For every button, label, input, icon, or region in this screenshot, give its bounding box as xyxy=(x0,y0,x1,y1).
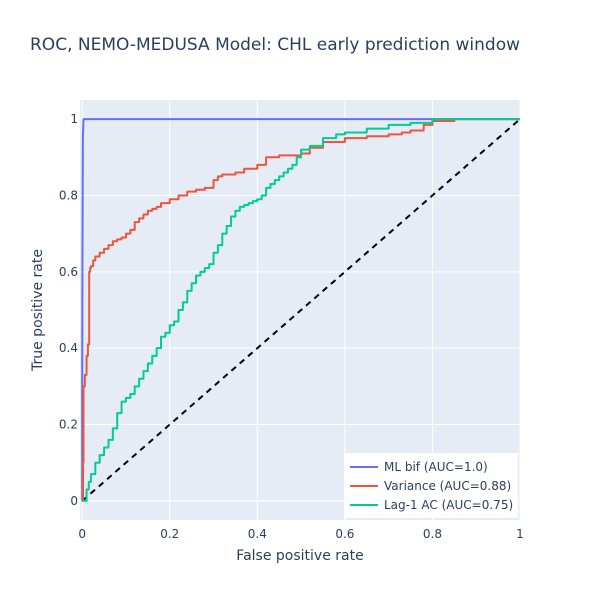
x-tick-label: 0.6 xyxy=(335,527,354,541)
legend-entry-label: ML bif (AUC=1.0) xyxy=(384,460,488,474)
series-ml-bif-line xyxy=(81,118,520,501)
y-tick-label: 0.8 xyxy=(59,188,78,202)
x-axis-title: False positive rate xyxy=(236,548,363,564)
legend-entry-label: Variance (AUC=0.88) xyxy=(384,479,511,493)
x-tick-label: 0.8 xyxy=(423,527,442,541)
series-lag1-ac-line xyxy=(82,118,520,502)
series-layer xyxy=(81,118,520,502)
chart-title: ROC, NEMO-MEDUSA Model: CHL early predic… xyxy=(30,35,520,55)
y-tick-label: 1 xyxy=(70,112,78,126)
x-tick-label: 0.2 xyxy=(160,527,179,541)
legend: ML bif (AUC=1.0) Variance (AUC=0.88) Lag-1… xyxy=(344,453,518,518)
x-tick-label: 1 xyxy=(516,527,524,541)
y-tick-label: 0.4 xyxy=(59,341,78,355)
y-axis-ticks: 0 0.2 0.4 0.6 0.8 1 xyxy=(59,112,78,508)
y-axis-title: True positive rate xyxy=(30,249,46,372)
x-tick-label: 0.4 xyxy=(248,527,267,541)
legend-entry-label: Lag-1 AC (AUC=0.75) xyxy=(384,498,513,512)
reference-diagonal-line xyxy=(81,118,520,502)
y-tick-label: 0.6 xyxy=(59,265,78,279)
x-axis-ticks: 0 0.2 0.4 0.6 0.8 1 xyxy=(78,527,523,541)
grid-lines xyxy=(80,100,521,520)
y-tick-label: 0 xyxy=(70,494,78,508)
x-tick-label: 0 xyxy=(78,527,86,541)
y-tick-label: 0.2 xyxy=(59,418,78,432)
series-variance-line xyxy=(82,118,520,502)
